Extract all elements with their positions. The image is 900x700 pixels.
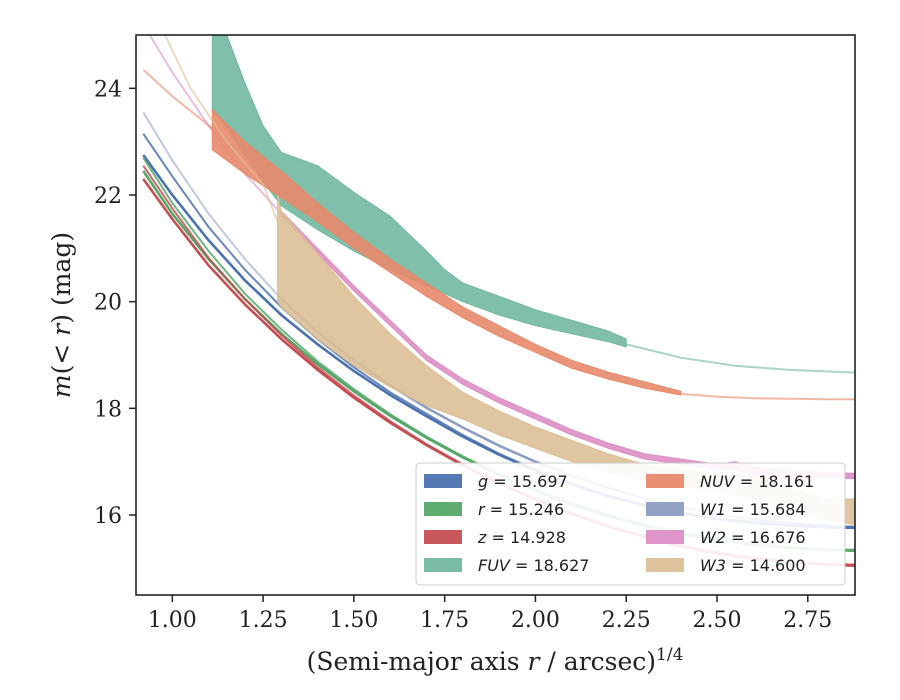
y-tick-label: 24 (94, 77, 122, 102)
series-nuv-band (211, 108, 682, 396)
x-tick-label: 2.75 (783, 608, 832, 633)
x-tick-label: 2.00 (511, 608, 560, 633)
plot-frame (135, 34, 856, 596)
series-nuv-extrapolation-2 (680, 392, 855, 401)
legend-box (415, 462, 846, 586)
legend-swatch-w2 (646, 530, 684, 544)
x-tick-label: 1.25 (239, 608, 288, 633)
axes: 1.00 1.25 1.50 1.75 2.00 2.25 2.50 2.75 16 18 20 22… (94, 77, 832, 633)
series-fuv-extrapolation (625, 343, 855, 374)
series-nuv-extrapolation (142, 68, 213, 130)
legend-swatch-r (424, 502, 462, 516)
legend-swatch-w1 (646, 502, 684, 516)
legend-label-w2: W2 = 16.676 (700, 528, 806, 547)
legend-label-r: r = 15.246 (478, 500, 564, 519)
legend-label-z: z = 14.928 (477, 528, 566, 547)
y-tick-label: 20 (94, 291, 122, 316)
x-tick-label: 1.00 (148, 608, 197, 633)
legend-swatch-z (424, 530, 462, 544)
legend-label-fuv: FUV = 18.627 (478, 556, 589, 575)
x-tick-label: 1.75 (420, 608, 469, 633)
y-tick-label: 18 (94, 397, 122, 422)
legend-swatch-g (424, 474, 462, 488)
legend-label-nuv: NUV = 18.161 (700, 472, 814, 491)
legend-swatch-w3 (646, 558, 684, 572)
series-w3-extrapolation (164, 35, 279, 223)
x-tick-label: 2.50 (693, 608, 742, 633)
legend-swatch-fuv (424, 558, 462, 572)
x-axis-label: (Semi-major axis r / arcsec)1/4 (307, 645, 684, 676)
y-tick-label: 16 (94, 504, 122, 529)
legend: g = 15.697 r = 15.246 z = 14.928 FUV = 18.6… (415, 462, 846, 586)
series-nuv (142, 68, 855, 401)
y-axis-label: m(< r) (mag) (47, 232, 76, 398)
x-tick-label: 2.25 (602, 608, 651, 633)
legend-label-g: g = 15.697 (478, 472, 568, 491)
y-tick-label: 22 (94, 184, 122, 209)
x-tick-label: 1.50 (329, 608, 378, 633)
legend-label-w3: W3 = 14.600 (700, 556, 806, 575)
legend-label-w1: W1 = 15.684 (700, 500, 806, 519)
series-w1-faint-line (142, 111, 283, 300)
legend-swatch-nuv (646, 474, 684, 488)
series-w2-band (280, 209, 855, 480)
